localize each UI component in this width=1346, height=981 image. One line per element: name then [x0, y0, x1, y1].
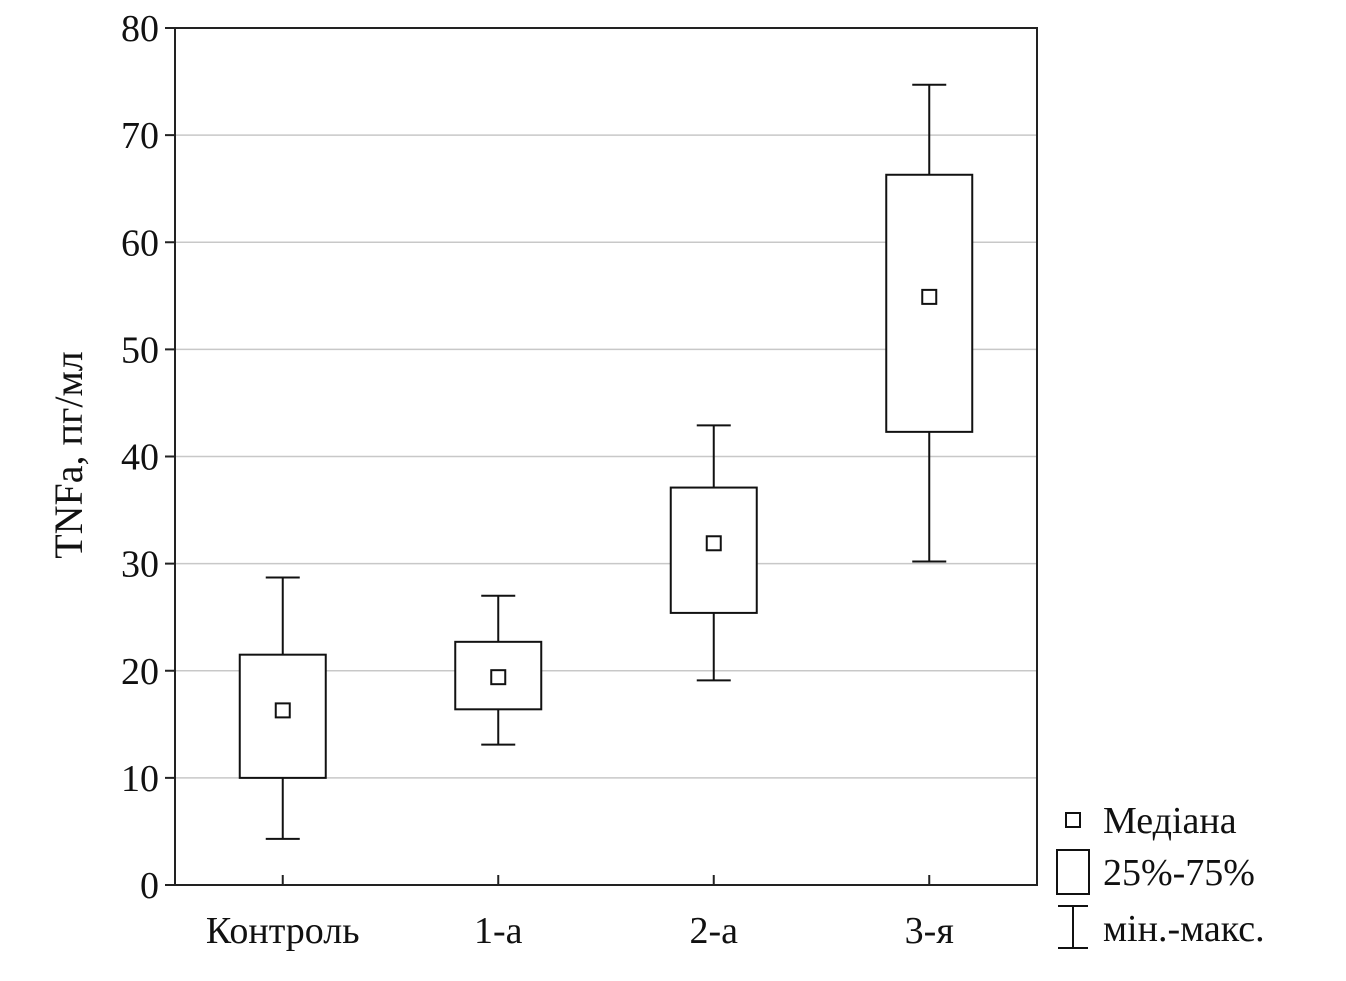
median-marker: [490, 669, 507, 686]
legend-item: Медіана: [1065, 800, 1237, 842]
y-tick-label: 80: [121, 8, 159, 50]
y-tick-label: 40: [121, 437, 159, 479]
box-group: [669, 424, 758, 682]
legend: Медіана 25%-75% мін.-макс.: [1056, 800, 1265, 950]
box-group: [885, 83, 974, 563]
x-tick-label: 1-а: [474, 910, 523, 952]
y-tick-label: 30: [121, 544, 159, 586]
x-tick-label: Контроль: [206, 910, 360, 952]
median-marker: [274, 702, 291, 719]
y-tick-label: 50: [121, 329, 159, 371]
box-group: [238, 576, 327, 840]
legend-label: Медіана: [1103, 800, 1237, 842]
legend-median-symbol: [1065, 812, 1081, 828]
axes: 0 10 20 30 40 50 60 70 80 Контроль 1-а 2-а 3-я: [121, 8, 1038, 952]
y-tick-label: 70: [121, 115, 159, 157]
legend-label: мін.-макс.: [1103, 908, 1265, 950]
x-tick-label: 2-а: [689, 910, 738, 952]
y-tick-label: 20: [121, 651, 159, 693]
plot-area: [238, 83, 974, 840]
y-axis-title: TNFa, пг/мл: [46, 351, 91, 559]
median-marker: [705, 535, 722, 552]
legend-label: 25%-75%: [1103, 852, 1255, 894]
legend-item: 25%-75%: [1056, 849, 1255, 895]
y-tick-label: 0: [140, 865, 159, 907]
median-marker: [921, 288, 938, 305]
box-group: [454, 594, 543, 746]
y-tick-label: 60: [121, 222, 159, 264]
legend-box-symbol: [1056, 849, 1090, 895]
x-tick-label: 3-я: [905, 910, 954, 952]
y-tick-label: 10: [121, 758, 159, 800]
legend-item: мін.-макс.: [1058, 905, 1265, 950]
